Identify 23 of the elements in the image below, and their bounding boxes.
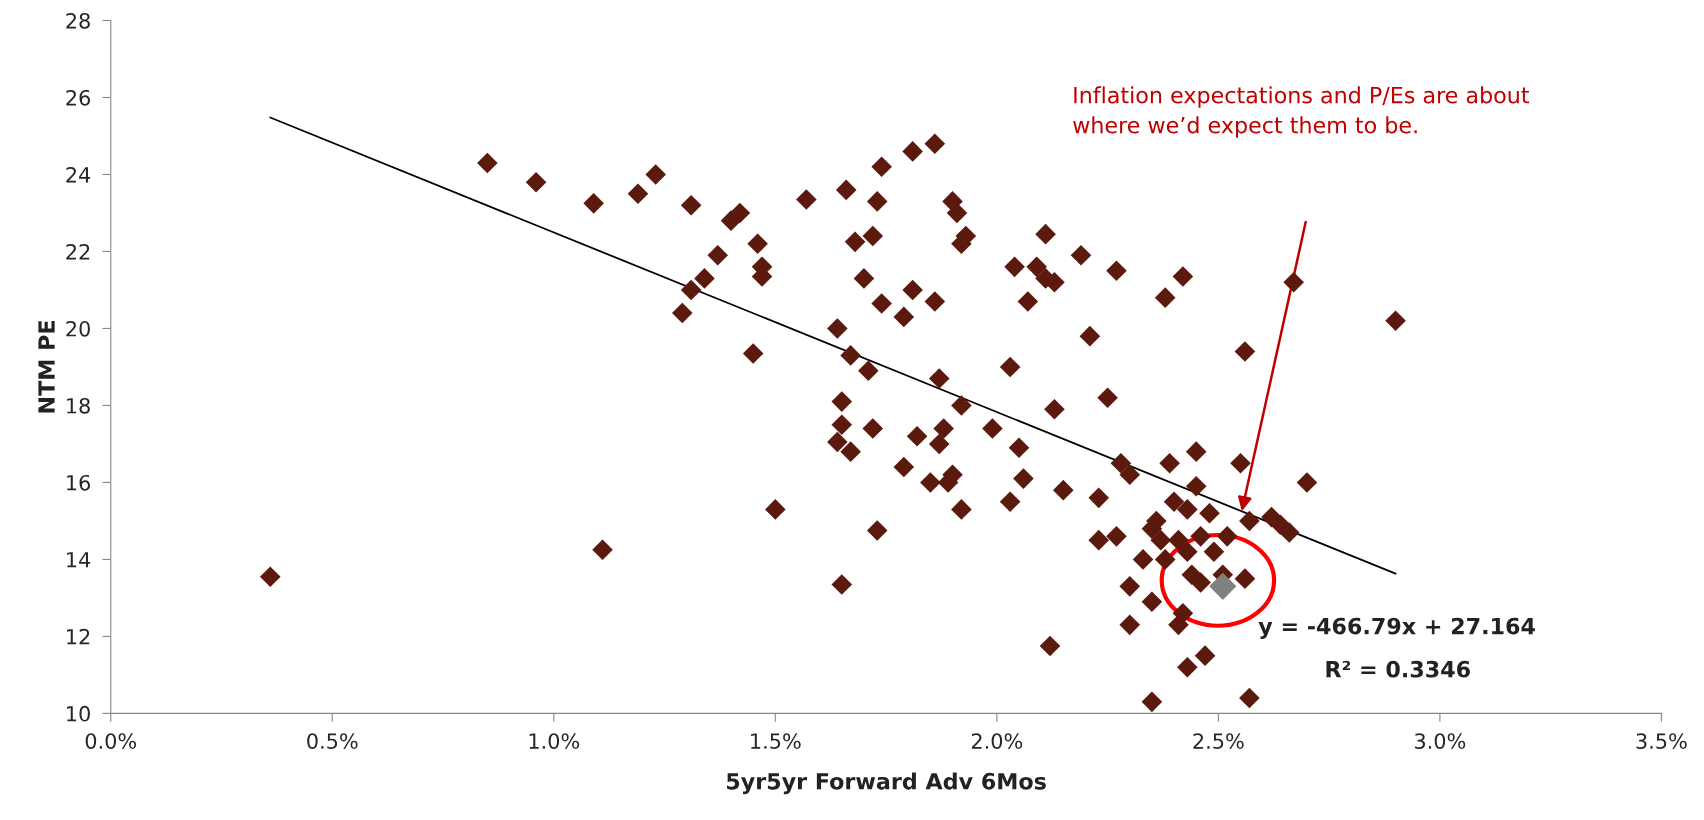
y-axis-title: NTM PE [38, 321, 55, 413]
x-axis-title: 5yr5yr Forward Adv 6Mos [727, 772, 1046, 795]
y-tick-label: 18 [67, 397, 90, 414]
x-tick-label: 3.5% [1636, 733, 1687, 749]
x-tick-label: 1.0% [529, 733, 580, 749]
y-tick-label: 20 [66, 320, 90, 337]
x-tick-label: 2.5% [1193, 733, 1244, 749]
annotation: y = -466.79x + 27.164 [1258, 617, 1535, 639]
annotation: R² = 0.3346 [1326, 660, 1470, 678]
x-tick-label: 2.0% [971, 733, 1023, 749]
x-tick-label: 0.5% [307, 733, 358, 749]
x-tick-label: 0.0% [85, 733, 137, 749]
y-tick-label: 14 [67, 552, 91, 568]
y-tick-label: 22 [66, 243, 90, 260]
x-tick-label: 3.0% [1415, 733, 1466, 749]
y-tick-label: 16 [67, 474, 90, 491]
y-tick-label: 28 [66, 12, 90, 29]
y-tick-label: 24 [66, 166, 91, 183]
y-tick-label: 10 [67, 705, 90, 722]
y-tick-label: 26 [66, 89, 90, 106]
x-tick-label: 1.5% [751, 733, 801, 749]
y-tick-label: 12 [67, 628, 90, 645]
annotation: Inflation expectations and P/Es are about where we’d expect them to be. [1073, 86, 1530, 138]
